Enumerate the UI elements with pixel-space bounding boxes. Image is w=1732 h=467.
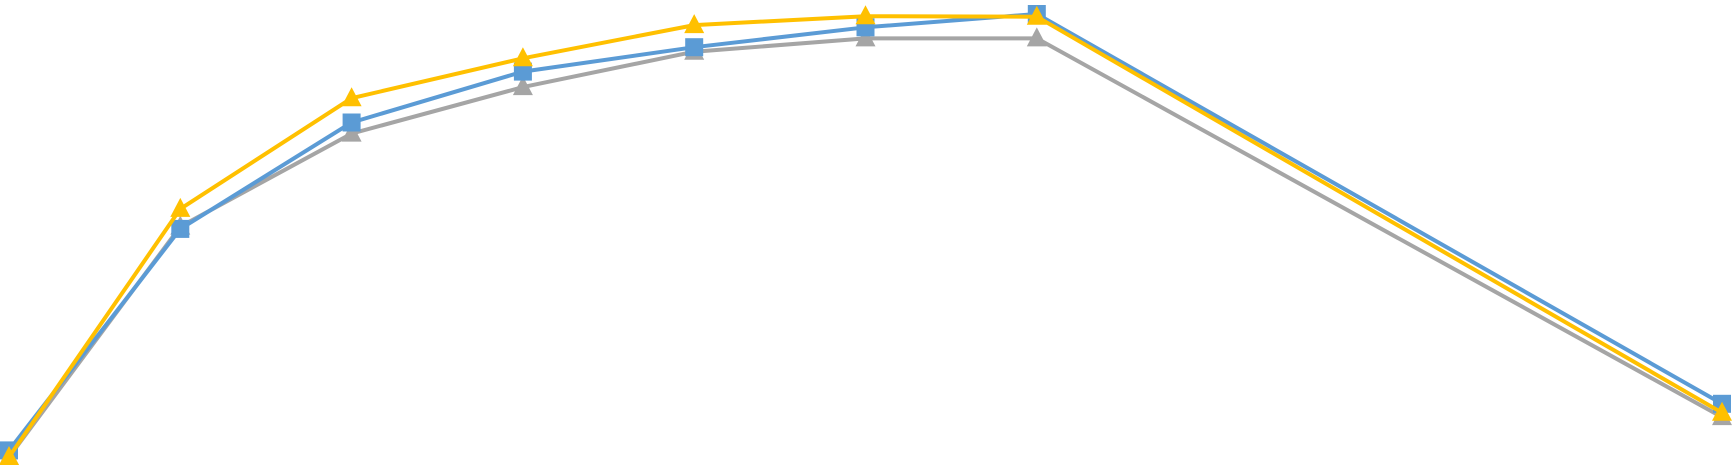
series-1-point-1 <box>0 446 19 465</box>
plot-area <box>0 5 1732 465</box>
series-2-point-5 <box>685 38 704 57</box>
series-1-point-2 <box>170 197 191 217</box>
series-3-line <box>7 36 1723 459</box>
series-3-point-4 <box>512 76 533 96</box>
series-1-line <box>7 14 1724 459</box>
series-2-point-3 <box>342 113 361 132</box>
series-3-point-3 <box>341 122 362 142</box>
series-1-point-3 <box>341 87 362 107</box>
series-3-point-6 <box>855 27 876 47</box>
series-3-point-7 <box>1026 27 1047 47</box>
series-1-point-5 <box>684 14 705 34</box>
series-1-point-4 <box>512 47 533 67</box>
series-2-point-4 <box>513 62 532 81</box>
series-1-point-6 <box>855 5 876 25</box>
series-1-point-7 <box>1026 5 1047 25</box>
series-1-point-8 <box>1712 401 1732 421</box>
series-2-point-2 <box>171 219 190 238</box>
series-2-line <box>7 12 1723 452</box>
